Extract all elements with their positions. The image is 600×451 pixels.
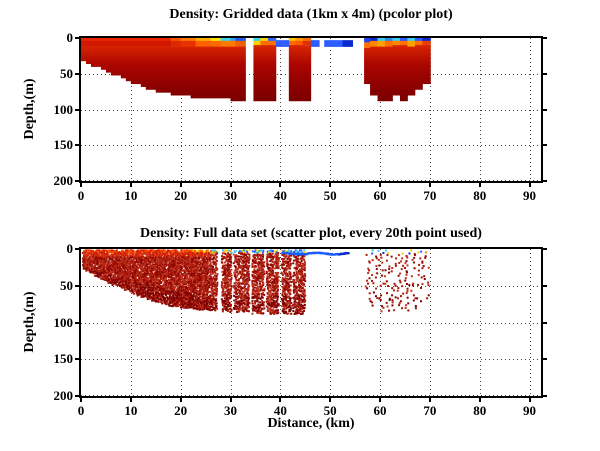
y-tick-mark-right	[543, 108, 547, 111]
y-tick-label: 50	[60, 277, 73, 293]
x-tick-mark	[129, 398, 132, 402]
y-tick-label: 150	[53, 137, 74, 153]
y-tick-label: 150	[53, 351, 74, 367]
x-tick-mark	[179, 398, 182, 402]
x-tick-mark	[229, 183, 232, 187]
x-tick-mark	[528, 398, 531, 402]
x-tick-label: 70	[423, 188, 437, 203]
scatter-canvas	[81, 249, 541, 396]
x-tick-label: 10	[124, 403, 138, 418]
x-tick-mark	[428, 183, 431, 187]
x-tick-mark	[229, 398, 232, 402]
x-tick-mark	[279, 398, 282, 402]
x-tick-mark	[428, 398, 431, 402]
scatter-ylabel: Depth,(m)	[22, 291, 37, 353]
y-tick-mark-right	[543, 248, 547, 250]
x-tick-label: 20	[174, 403, 188, 418]
y-tick-mark-right	[543, 37, 547, 39]
y-tick-label: 100	[53, 314, 74, 330]
y-tick-mark-right	[543, 395, 547, 397]
y-tick-label: 50	[60, 65, 73, 81]
x-tick-label: 60	[373, 188, 387, 203]
y-tick-mark-right	[543, 358, 547, 361]
x-tick-mark	[329, 398, 332, 402]
x-tick-label: 60	[373, 403, 387, 418]
x-tick-label: 20	[174, 188, 188, 203]
x-tick-label: 70	[423, 403, 437, 418]
x-tick-mark	[379, 398, 382, 402]
x-tick-label: 50	[323, 188, 337, 203]
x-tick-mark	[478, 398, 481, 402]
x-tick-label: 40	[273, 403, 287, 418]
y-tick-mark	[75, 108, 79, 111]
y-tick-label: 100	[53, 101, 74, 117]
pcolor-canvas	[81, 38, 541, 181]
pcolor-plot-area	[79, 36, 543, 183]
y-tick-mark-right	[543, 144, 547, 147]
y-tick-label: 0	[66, 241, 74, 256]
x-tick-mark	[179, 183, 182, 187]
pcolor-plot-title: Density: Gridded data (1km x 4m) (pcolor…	[169, 7, 453, 22]
x-tick-label: 90	[523, 403, 537, 418]
y-tick-mark-right	[543, 72, 547, 75]
y-tick-label: 200	[53, 388, 74, 403]
x-tick-label: 0	[77, 188, 85, 203]
y-tick-mark	[75, 144, 79, 147]
x-tick-mark	[129, 183, 132, 187]
x-tick-mark	[279, 183, 282, 187]
y-tick-mark-right	[543, 321, 547, 324]
x-tick-label: 10	[124, 188, 138, 203]
x-tick-label: 40	[273, 188, 287, 203]
scatter-plot-title: Density: Full data set (scatter plot, ev…	[140, 226, 482, 241]
scatter-plot-area	[79, 247, 543, 398]
y-tick-label: 200	[53, 173, 74, 188]
y-tick-mark-right	[543, 284, 547, 287]
x-tick-mark	[528, 183, 531, 187]
y-tick-mark	[75, 180, 79, 182]
y-tick-mark	[75, 395, 79, 397]
x-tick-mark	[478, 183, 481, 187]
y-tick-label: 0	[66, 30, 74, 45]
x-tick-mark	[80, 183, 82, 187]
x-tick-mark	[379, 183, 382, 187]
x-axis-label: Distance, (km)	[267, 416, 355, 431]
y-tick-mark	[75, 321, 79, 324]
x-tick-mark	[329, 183, 332, 187]
x-tick-mark	[80, 398, 82, 402]
x-tick-label: 80	[473, 188, 487, 203]
y-tick-mark	[75, 358, 79, 361]
x-tick-label: 80	[473, 403, 487, 418]
x-tick-label: 50	[323, 403, 337, 418]
x-tick-label: 0	[77, 403, 85, 418]
y-tick-mark	[75, 248, 79, 250]
y-tick-mark	[75, 37, 79, 39]
y-tick-mark-right	[543, 180, 547, 182]
x-tick-label: 30	[224, 188, 237, 203]
y-tick-mark	[75, 284, 79, 287]
x-tick-label: 90	[523, 188, 537, 203]
y-tick-mark	[75, 72, 79, 75]
pcolor-ylabel: Depth,(m)	[22, 78, 37, 140]
x-tick-label: 30	[224, 403, 237, 418]
